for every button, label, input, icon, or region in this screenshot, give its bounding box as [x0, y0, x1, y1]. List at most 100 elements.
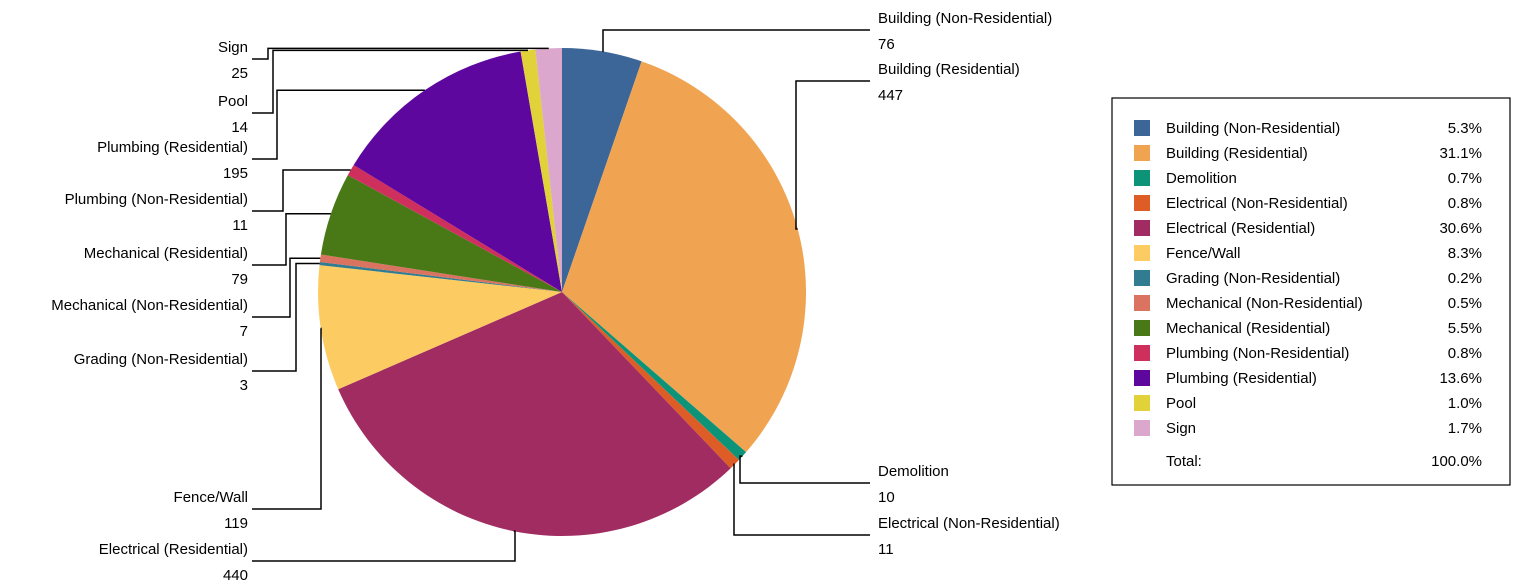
- legend-item-demolition: Demolition 0.7%: [1134, 170, 1482, 187]
- leader-line-plumbing-residential: [252, 89, 425, 160]
- leader-line-sign: [252, 47, 549, 60]
- legend-percent: 0.2%: [1448, 270, 1482, 287]
- leader-line-fence-wall: [252, 327, 322, 510]
- slice-value-demolition: 10: [878, 489, 895, 506]
- slice-label-pool: Pool: [218, 93, 248, 110]
- slice-value-mechanical-non-residential: 7: [240, 323, 248, 340]
- slice-label-mechanical-residential: Mechanical (Residential): [84, 245, 248, 262]
- legend-label: Plumbing (Non-Residential): [1166, 345, 1349, 362]
- slice-label-sign: Sign: [218, 39, 248, 56]
- legend-item-mechanical-residential: Mechanical (Residential) 5.5%: [1134, 320, 1482, 337]
- legend-label: Sign: [1166, 420, 1196, 437]
- legend-swatch-demolition: [1134, 170, 1150, 186]
- pie-slice-electrical-residential: [338, 292, 731, 537]
- legend-swatch-mechanical-non-residential: [1134, 295, 1150, 311]
- legend-swatch-sign: [1134, 420, 1150, 436]
- pie-slice-sign: [535, 48, 562, 292]
- slice-labels: Building (Non-Residential) 76 Building (Re…: [51, 10, 1060, 581]
- legend-item-plumbing-non-residential: Plumbing (Non-Residential) 0.8%: [1134, 345, 1482, 362]
- legend-total-value: 100.0%: [1431, 453, 1482, 470]
- legend-percent: 13.6%: [1439, 370, 1482, 387]
- legend-label: Mechanical (Residential): [1166, 320, 1330, 337]
- slice-value-building-non-residential: 76: [878, 36, 895, 53]
- legend-percent: 1.0%: [1448, 395, 1482, 412]
- pie-slice-mechanical-non-residential: [319, 254, 562, 292]
- pie-slice-building-residential: [562, 61, 806, 453]
- pie-slice-grading-non-residential: [319, 261, 562, 292]
- legend-label: Fence/Wall: [1166, 245, 1240, 262]
- slice-label-electrical-residential: Electrical (Residential): [99, 541, 248, 558]
- slice-label-mechanical-non-residential: Mechanical (Non-Residential): [51, 297, 248, 314]
- slice-value-building-residential: 447: [878, 87, 903, 104]
- leader-line-pool: [252, 49, 528, 114]
- legend-percent: 0.8%: [1448, 345, 1482, 362]
- leader-line-building-non-residential: [602, 29, 870, 53]
- legend-item-grading-non-residential: Grading (Non-Residential) 0.2%: [1134, 270, 1482, 287]
- legend-total-label: Total:: [1166, 453, 1202, 470]
- slice-value-pool: 14: [231, 119, 248, 136]
- leader-line-demolition: [739, 455, 870, 484]
- legend-percent: 0.8%: [1448, 195, 1482, 212]
- slice-label-fence-wall: Fence/Wall: [174, 489, 248, 506]
- pie-slice-plumbing-non-residential: [347, 164, 562, 292]
- legend-item-electrical-residential: Electrical (Residential) 30.6%: [1134, 220, 1482, 237]
- legend-item-building-non-residential: Building (Non-Residential) 5.3%: [1134, 120, 1482, 137]
- legend-swatch-electrical-residential: [1134, 220, 1150, 236]
- slice-label-plumbing-residential: Plumbing (Residential): [97, 139, 248, 156]
- legend-swatch-building-non-residential: [1134, 120, 1150, 136]
- pie-slice-building-non-residential: [562, 48, 642, 292]
- pie-slice-plumbing-residential: [353, 51, 562, 292]
- legend-percent: 1.7%: [1448, 420, 1482, 437]
- leader-lines: [252, 29, 870, 562]
- legend-percent: 0.5%: [1448, 295, 1482, 312]
- legend-swatch-plumbing-non-residential: [1134, 345, 1150, 361]
- leader-line-mechanical-residential: [252, 212, 331, 266]
- legend-frame: [1111, 97, 1511, 486]
- legend-swatch-pool: [1134, 395, 1150, 411]
- legend-label: Demolition: [1166, 170, 1237, 187]
- legend-label: Grading (Non-Residential): [1166, 270, 1340, 287]
- slice-value-plumbing-non-residential: 11: [232, 217, 248, 234]
- legend-swatch-building-residential: [1134, 145, 1150, 161]
- legend-percent: 30.6%: [1439, 220, 1482, 237]
- legend-label: Building (Residential): [1166, 145, 1308, 162]
- slice-value-mechanical-residential: 79: [231, 271, 248, 288]
- legend-item-building-residential: Building (Residential) 31.1%: [1134, 145, 1482, 162]
- legend: Building (Non-Residential) 5.3%Building (…: [1111, 97, 1511, 486]
- leader-line-electrical-residential: [252, 530, 516, 562]
- slice-label-electrical-non-residential: Electrical (Non-Residential): [878, 515, 1060, 532]
- pie-slice-electrical-non-residential: [562, 292, 739, 469]
- slice-label-building-non-residential: Building (Non-Residential): [878, 10, 1052, 27]
- leader-line-plumbing-non-residential: [252, 169, 351, 212]
- legend-percent: 31.1%: [1439, 145, 1482, 162]
- slice-label-grading-non-residential: Grading (Non-Residential): [74, 351, 248, 368]
- legend-item-pool: Pool 1.0%: [1134, 395, 1482, 412]
- slice-value-fence-wall: 119: [224, 515, 248, 532]
- legend-swatch-plumbing-residential: [1134, 370, 1150, 386]
- legend-label: Building (Non-Residential): [1166, 120, 1340, 137]
- legend-label: Mechanical (Non-Residential): [1166, 295, 1363, 312]
- legend-percent: 5.5%: [1448, 320, 1482, 337]
- slice-label-plumbing-non-residential: Plumbing (Non-Residential): [65, 191, 248, 208]
- leader-line-grading-non-residential: [252, 262, 320, 372]
- slice-value-electrical-residential: 440: [223, 567, 248, 581]
- pie-slice-fence-wall: [318, 265, 562, 390]
- leader-line-electrical-non-residential: [733, 463, 870, 536]
- pie-slice-mechanical-residential: [320, 175, 562, 292]
- legend-percent: 0.7%: [1448, 170, 1482, 187]
- pie-slice-pool: [520, 49, 562, 293]
- legend-item-mechanical-non-residential: Mechanical (Non-Residential) 0.5%: [1134, 295, 1482, 312]
- slice-label-demolition: Demolition: [878, 463, 949, 480]
- slice-value-sign: 25: [231, 65, 248, 82]
- legend-item-electrical-non-residential: Electrical (Non-Residential) 0.8%: [1134, 195, 1482, 212]
- legend-label: Plumbing (Residential): [1166, 370, 1317, 387]
- slice-label-building-residential: Building (Residential): [878, 61, 1020, 78]
- leader-line-building-residential: [795, 80, 870, 230]
- legend-swatch-grading-non-residential: [1134, 270, 1150, 286]
- legend-label: Pool: [1166, 395, 1196, 412]
- legend-label: Electrical (Non-Residential): [1166, 195, 1348, 212]
- leader-line-mechanical-non-residential: [252, 257, 321, 318]
- legend-label: Electrical (Residential): [1166, 220, 1315, 237]
- pie-slices: [318, 48, 806, 537]
